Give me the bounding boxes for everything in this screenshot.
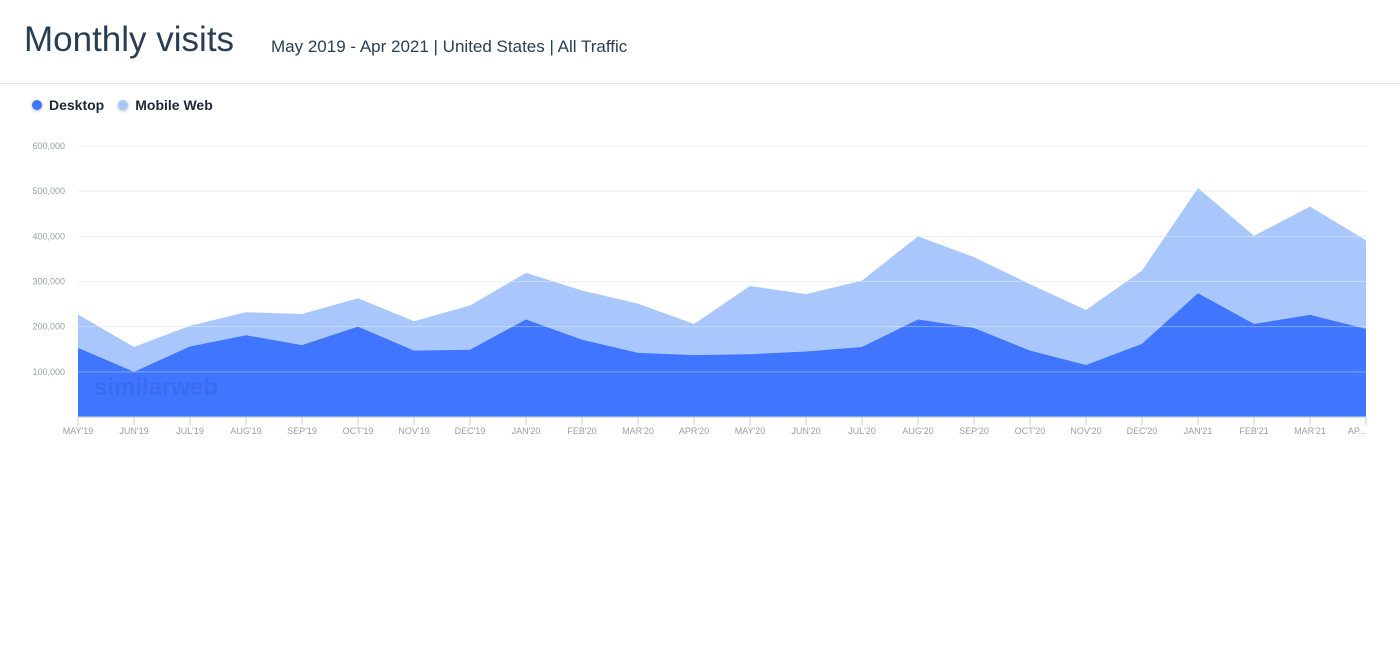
legend-item-desktop[interactable]: Desktop	[32, 97, 104, 113]
x-tick-label: OCT'19	[343, 426, 374, 436]
y-tick-label: 500,000	[32, 186, 65, 196]
x-tick-label: FEB'20	[567, 426, 596, 436]
x-tick-label: AUG'20	[902, 426, 933, 436]
x-tick-label: NOV'20	[1070, 426, 1101, 436]
x-tick-label: MAR'20	[622, 426, 654, 436]
y-tick-label: 200,000	[32, 322, 65, 332]
watermark-logo: similarweb	[94, 374, 218, 401]
y-tick-label: 300,000	[32, 277, 65, 287]
legend-label: Desktop	[49, 97, 105, 113]
desktop-area	[78, 293, 1366, 417]
x-tick-label: JUN'19	[119, 426, 148, 436]
x-tick-label: AP...	[1348, 426, 1366, 436]
x-tick-label: APR'20	[679, 426, 709, 436]
x-tick-label: SEP'19	[287, 426, 317, 436]
header: Monthly visits May 2019 - Apr 2021 | Uni…	[0, 0, 1400, 84]
y-tick-label: 600,000	[32, 141, 65, 151]
x-tick-label: JUL'19	[176, 426, 204, 436]
y-tick-label: 100,000	[32, 367, 65, 377]
x-tick-label: JUL'20	[848, 426, 876, 436]
x-tick-label: AUG'19	[230, 426, 261, 436]
x-tick-label: NOV'19	[398, 426, 429, 436]
page-title: Monthly visits	[24, 20, 235, 59]
x-tick-label: SEP'20	[959, 426, 989, 436]
legend-label: Mobile Web	[135, 97, 213, 113]
y-tick-label: 400,000	[32, 231, 65, 241]
x-tick-label: MAR'21	[1294, 426, 1326, 436]
x-tick-label: MAY'20	[735, 426, 766, 436]
x-tick-label: FEB'21	[1239, 426, 1268, 436]
x-tick-label: JAN'21	[1184, 426, 1213, 436]
legend: Desktop Mobile Web	[32, 97, 213, 113]
x-tick-label: JUN'20	[791, 426, 820, 436]
x-tick-label: DEC'19	[455, 426, 486, 436]
x-tick-label: OCT'20	[1015, 426, 1046, 436]
legend-item-mobile-web[interactable]: Mobile Web	[118, 97, 213, 113]
page-subtitle: May 2019 - Apr 2021 | United States | Al…	[271, 37, 628, 56]
x-tick-label: DEC'20	[1127, 426, 1158, 436]
x-tick-label: MAY'19	[63, 426, 94, 436]
x-tick-label: JAN'20	[512, 426, 541, 436]
desktop-dot-icon	[32, 100, 42, 110]
mobile-web-dot-icon	[118, 100, 129, 110]
